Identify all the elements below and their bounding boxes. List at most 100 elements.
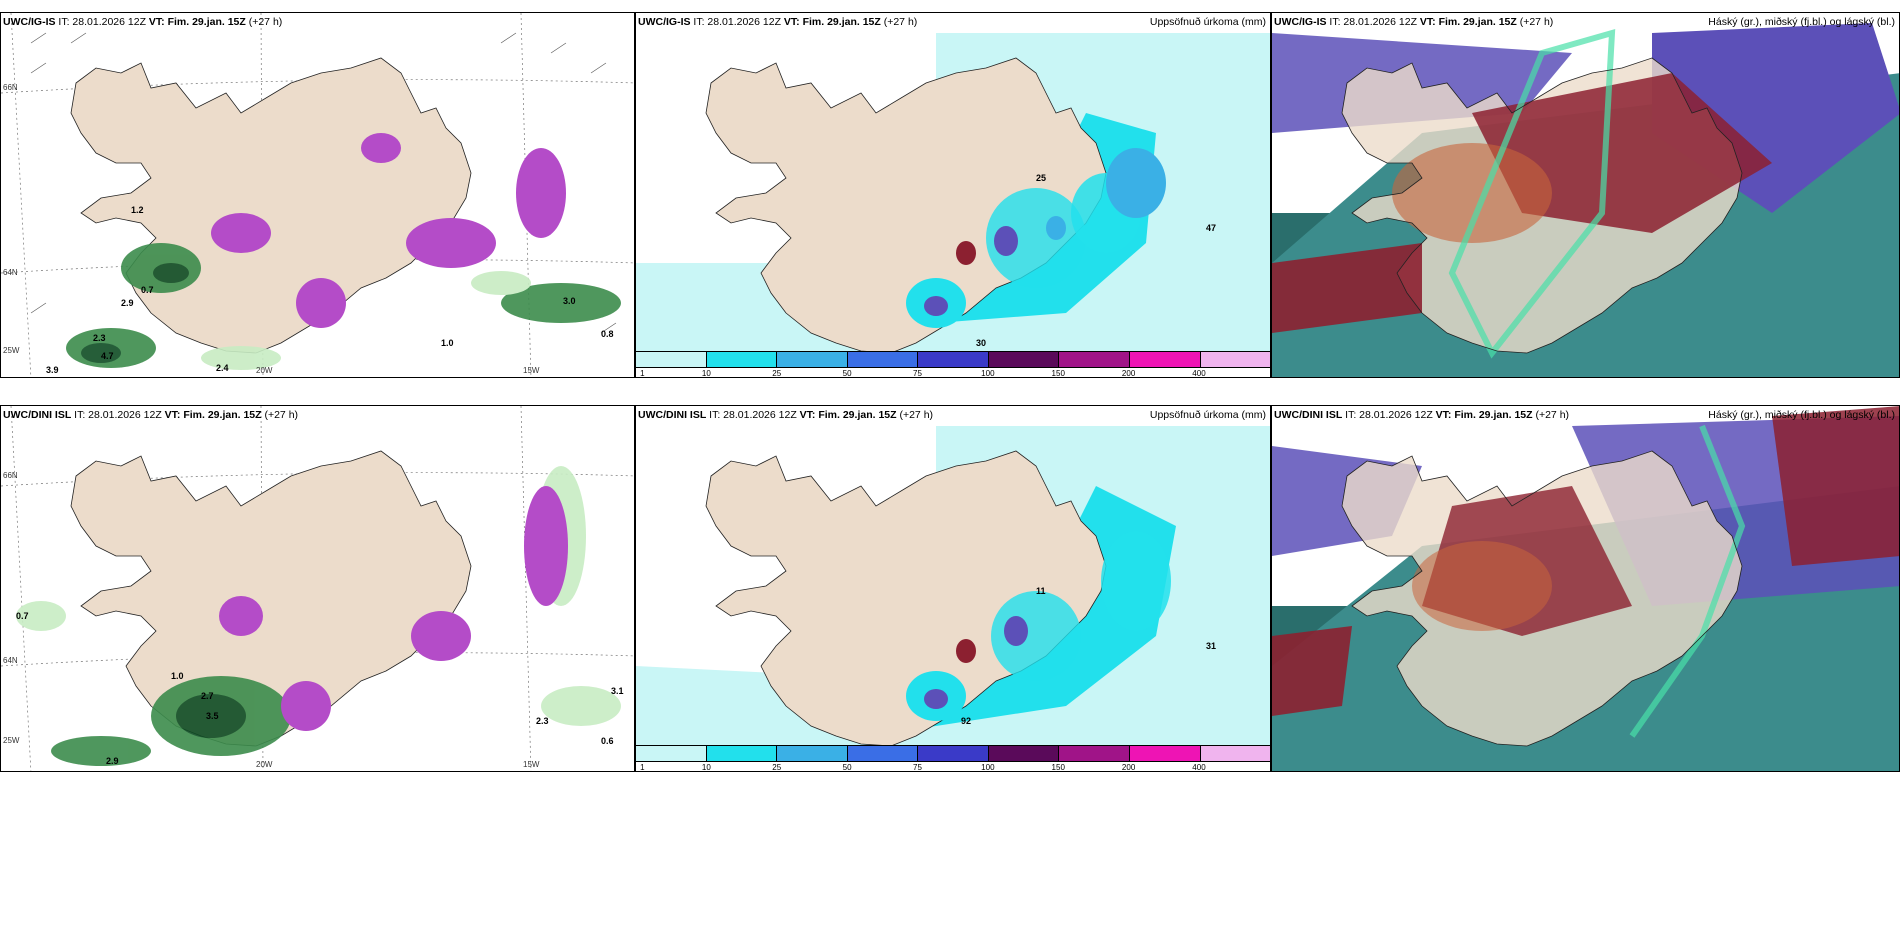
colorbar-tick: 50 (842, 369, 852, 378)
colorbar-swatch (1200, 746, 1270, 761)
lon-label: 20W (256, 760, 273, 769)
valid-label: VT: (1435, 409, 1452, 421)
colorbar-tick: 150 (1051, 763, 1065, 772)
precip-value: 2.3 (536, 716, 549, 726)
colorbar-tick: 25 (772, 763, 782, 772)
precip-value: 3.5 (206, 711, 219, 721)
colorbar-ticks: 1 10 25 50 75 100 150 200 400 (636, 763, 1270, 772)
precip-value: 0.7 (16, 611, 29, 621)
colorbar-swatch (847, 352, 919, 367)
lead-time: (+27 h) (248, 16, 283, 28)
precip-value: 2.7 (201, 691, 214, 701)
precip-value: 1.0 (171, 671, 184, 681)
precip-value: 3.1 (611, 686, 624, 696)
colorbar-tick: 1 (640, 763, 645, 772)
map-panel-clouds-dini: UWC/DINI ISL IT: 28.01.2026 12Z VT: Fim.… (1271, 405, 1900, 772)
colorbar-swatch (1059, 352, 1130, 367)
colorbar-swatch (1200, 352, 1270, 367)
colorbar-swatches (636, 745, 1270, 762)
init-time: IT: 28.01.2026 12Z (693, 16, 781, 28)
colorbar-swatch (777, 352, 848, 367)
precip-value: 47 (1206, 223, 1217, 233)
model-name: UWC/DINI ISL (3, 409, 72, 421)
panel-header: UWC/IG-IS IT: 28.01.2026 12Z VT: Fim. 29… (3, 16, 282, 28)
panel-header: UWC/IG-IS IT: 28.01.2026 12Z VT: Fim. 29… (638, 16, 917, 28)
lon-label: 25W (3, 736, 20, 745)
precip-value: 2.9 (121, 298, 134, 308)
lon-label: 15W (523, 366, 540, 375)
valid-time: Fim. 29.jan. 15Z (818, 409, 897, 421)
valid-time: Fim. 29.jan. 15Z (1438, 16, 1517, 28)
map-panel-precip-wind-dini: UWC/DINI ISL IT: 28.01.2026 12Z VT: Fim.… (0, 405, 635, 772)
valid-label: VT: (783, 16, 800, 28)
precip-value: 2.4 (216, 363, 229, 373)
lead-time: (+27 h) (899, 409, 934, 421)
model-name: UWC/IG-IS (1274, 16, 1327, 28)
model-name: UWC/DINI ISL (638, 409, 707, 421)
panel-header: UWC/DINI ISL IT: 28.01.2026 12Z VT: Fim.… (1274, 409, 1569, 421)
precip-value: 3.9 (46, 365, 59, 375)
lead-time: (+27 h) (1535, 409, 1570, 421)
map-panel-accum-precip-dini: UWC/DINI ISL IT: 28.01.2026 12Z VT: Fim.… (635, 405, 1271, 772)
lon-label: 25W (3, 346, 20, 355)
colorbar-tick: 150 (1051, 369, 1065, 378)
colorbar-tick: 25 (772, 369, 782, 378)
precip-value: 2.3 (93, 333, 106, 343)
panel-header: UWC/DINI ISL IT: 28.01.2026 12Z VT: Fim.… (3, 409, 298, 421)
colorbar-swatch (706, 352, 778, 367)
precip-value: 1.0 (441, 338, 454, 348)
lat-label: 66N (3, 471, 18, 480)
colorbar-tick: 75 (913, 369, 922, 378)
colorbar-swatch (777, 746, 848, 761)
precip-value: 0.8 (601, 329, 614, 339)
model-name: UWC/IG-IS (3, 16, 56, 28)
colorbar-tick: 100 (981, 763, 995, 772)
colorbar-swatch (988, 352, 1060, 367)
colorbar-ticks: 1 10 25 50 75 100 150 200 400 (636, 369, 1270, 378)
colorbar-tick: 10 (701, 763, 711, 772)
panel-header: UWC/IG-IS IT: 28.01.2026 12Z VT: Fim. 29… (1274, 16, 1553, 28)
lat-label: 64N (3, 656, 18, 665)
valid-label: VT: (1419, 16, 1436, 28)
map-canvas (1272, 13, 1899, 377)
colorbar-swatch (918, 352, 989, 367)
panel-header: UWC/DINI ISL IT: 28.01.2026 12Z VT: Fim.… (638, 409, 933, 421)
lead-time: (+27 h) (1519, 16, 1554, 28)
lead-time: (+27 h) (264, 409, 299, 421)
colorbar-tick: 10 (701, 369, 711, 378)
panel-title: Háský (gr.), miðský (fj.bl.) og lágský (… (1708, 16, 1895, 28)
colorbar-swatch (1129, 746, 1201, 761)
model-name: UWC/DINI ISL (1274, 409, 1343, 421)
colorbar-swatch (847, 746, 919, 761)
valid-label: VT: (799, 409, 816, 421)
colorbar-swatch (988, 746, 1060, 761)
colorbar-tick: 100 (981, 369, 995, 378)
lon-label: 20W (256, 366, 273, 375)
model-name: UWC/IG-IS (638, 16, 691, 28)
colorbar-tick: 400 (1192, 763, 1206, 772)
panel-title: Háský (gr.), miðský (fj.bl.) og lágský (… (1708, 409, 1895, 421)
valid-time: Fim. 29.jan. 15Z (1454, 409, 1533, 421)
precip-value: 0.6 (601, 736, 614, 746)
colorbar: 1 10 25 50 75 100 150 200 400 (636, 351, 1270, 377)
panel-title: Uppsöfnuð úrkoma (mm) (1149, 409, 1266, 421)
colorbar-tick: 200 (1121, 763, 1136, 772)
colorbar-swatch (706, 746, 778, 761)
map-panel-accum-precip-igis: UWC/IG-IS IT: 28.01.2026 12Z VT: Fim. 29… (635, 12, 1271, 378)
precip-value: 0.7 (141, 285, 154, 295)
init-time: IT: 28.01.2026 12Z (1329, 16, 1417, 28)
precip-value: 1.2 (131, 205, 144, 215)
map-canvas (636, 406, 1270, 747)
valid-label: VT: (148, 16, 165, 28)
map-panel-clouds-igis: UWC/IG-IS IT: 28.01.2026 12Z VT: Fim. 29… (1271, 12, 1900, 378)
colorbar-tick: 200 (1121, 369, 1136, 378)
init-time: IT: 28.01.2026 12Z (1345, 409, 1433, 421)
precip-value: 92 (961, 716, 972, 726)
lat-label: 66N (3, 83, 18, 92)
valid-time: Fim. 29.jan. 15Z (183, 409, 262, 421)
lead-time: (+27 h) (883, 16, 918, 28)
panel-title: Uppsöfnuð úrkoma (mm) (1149, 16, 1266, 28)
init-time: IT: 28.01.2026 12Z (709, 409, 797, 421)
valid-label: VT: (164, 409, 181, 421)
colorbar: 1 10 25 50 75 100 150 200 400 (636, 745, 1270, 771)
